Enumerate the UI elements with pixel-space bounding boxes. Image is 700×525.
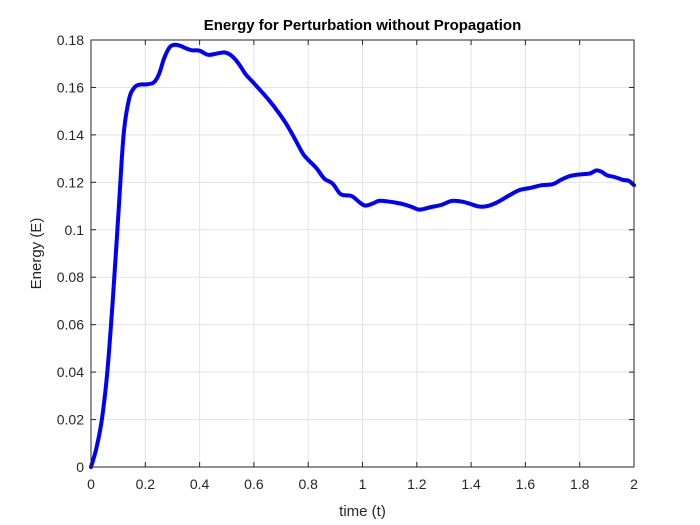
y-tick-label: 0.14 [57, 127, 84, 143]
y-tick-label: 0.04 [57, 364, 84, 380]
y-tick-label: 0.02 [57, 412, 84, 428]
y-tick-label: 0.06 [57, 317, 84, 333]
x-tick-label: 1 [359, 476, 367, 492]
x-tick-label: 1.4 [461, 476, 481, 492]
y-tick-label: 0.08 [57, 269, 84, 285]
chart-title: Energy for Perturbation without Propagat… [204, 17, 522, 34]
x-tick-label: 0.4 [190, 476, 210, 492]
y-axis-label: Energy (E) [28, 218, 45, 290]
y-tick-label: 0.12 [57, 174, 84, 190]
y-tick-label: 0.16 [57, 79, 84, 95]
y-tick-label: 0 [76, 459, 84, 475]
x-tick-label: 0 [87, 476, 95, 492]
y-tick-label: 0.18 [57, 32, 84, 48]
x-tick-label: 0.8 [298, 476, 318, 492]
x-tick-label: 1.2 [407, 476, 427, 492]
x-tick-label: 0.2 [136, 476, 156, 492]
x-tick-label: 1.8 [570, 476, 590, 492]
x-tick-label: 1.6 [516, 476, 536, 492]
x-tick-label: 0.6 [244, 476, 264, 492]
x-tick-label: 2 [630, 476, 638, 492]
x-axis-label: time (t) [339, 503, 386, 520]
y-tick-label: 0.1 [65, 222, 85, 238]
